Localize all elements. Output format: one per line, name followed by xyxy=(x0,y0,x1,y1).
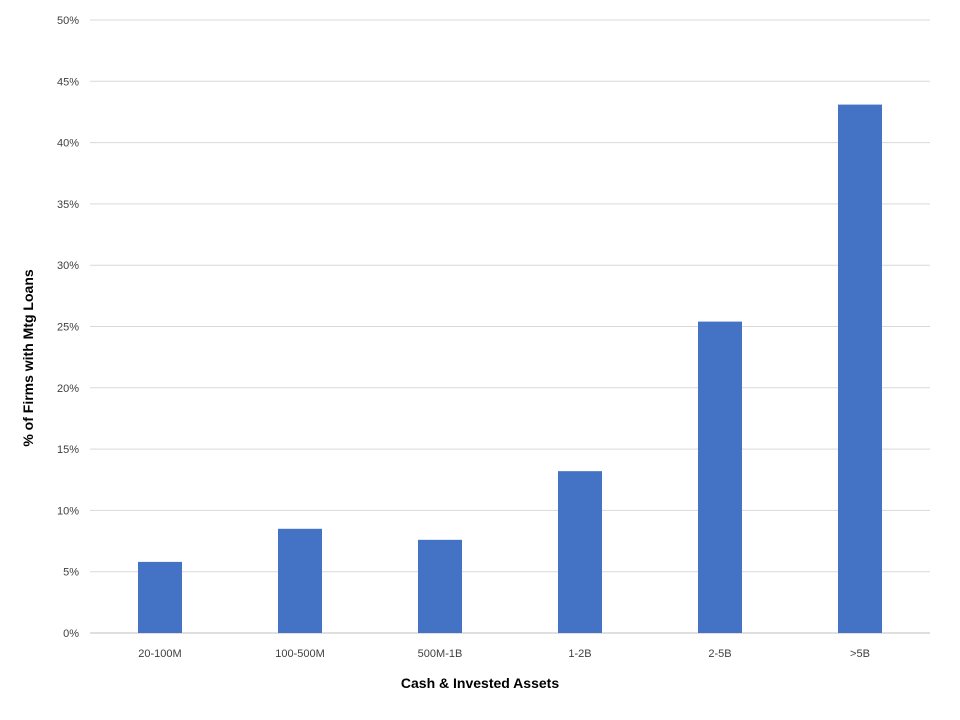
y-tick-label: 30% xyxy=(57,260,79,272)
bar xyxy=(278,528,322,633)
gridlines xyxy=(90,19,930,634)
x-tick-label: 500M-1B xyxy=(418,648,463,660)
y-tick-label: 0% xyxy=(63,628,79,640)
x-axis-title: Cash & Invested Assets xyxy=(401,675,559,691)
y-tick-label: 45% xyxy=(57,76,79,88)
y-tick-label: 35% xyxy=(57,199,79,211)
y-tick-label: 50% xyxy=(57,15,79,27)
y-axis-title: % of Firms with Mtg Loans xyxy=(20,269,36,447)
x-tick-label: >5B xyxy=(850,648,870,660)
y-tick-label: 10% xyxy=(57,505,79,517)
y-axis-ticks: 0% 5% 10% 15% 20% 25% 30% 35% 40% 45% 50% xyxy=(57,15,79,640)
y-tick-label: 15% xyxy=(57,444,79,456)
bar xyxy=(418,539,462,633)
y-tick-label: 40% xyxy=(57,138,79,150)
x-tick-label: 2-5B xyxy=(708,648,731,660)
y-tick-label: 5% xyxy=(63,567,79,579)
y-tick-label: 25% xyxy=(57,322,79,334)
y-tick-label: 20% xyxy=(57,383,79,395)
x-tick-label: 20-100M xyxy=(138,648,181,660)
x-tick-label: 100-500M xyxy=(275,648,325,660)
bar xyxy=(558,471,602,633)
bar xyxy=(838,104,882,634)
bar xyxy=(698,321,742,633)
x-axis-ticks: 20-100M 100-500M 500M-1B 1-2B 2-5B >5B xyxy=(138,648,870,660)
bars xyxy=(138,104,882,634)
x-tick-label: 1-2B xyxy=(568,648,591,660)
bar xyxy=(138,561,182,633)
